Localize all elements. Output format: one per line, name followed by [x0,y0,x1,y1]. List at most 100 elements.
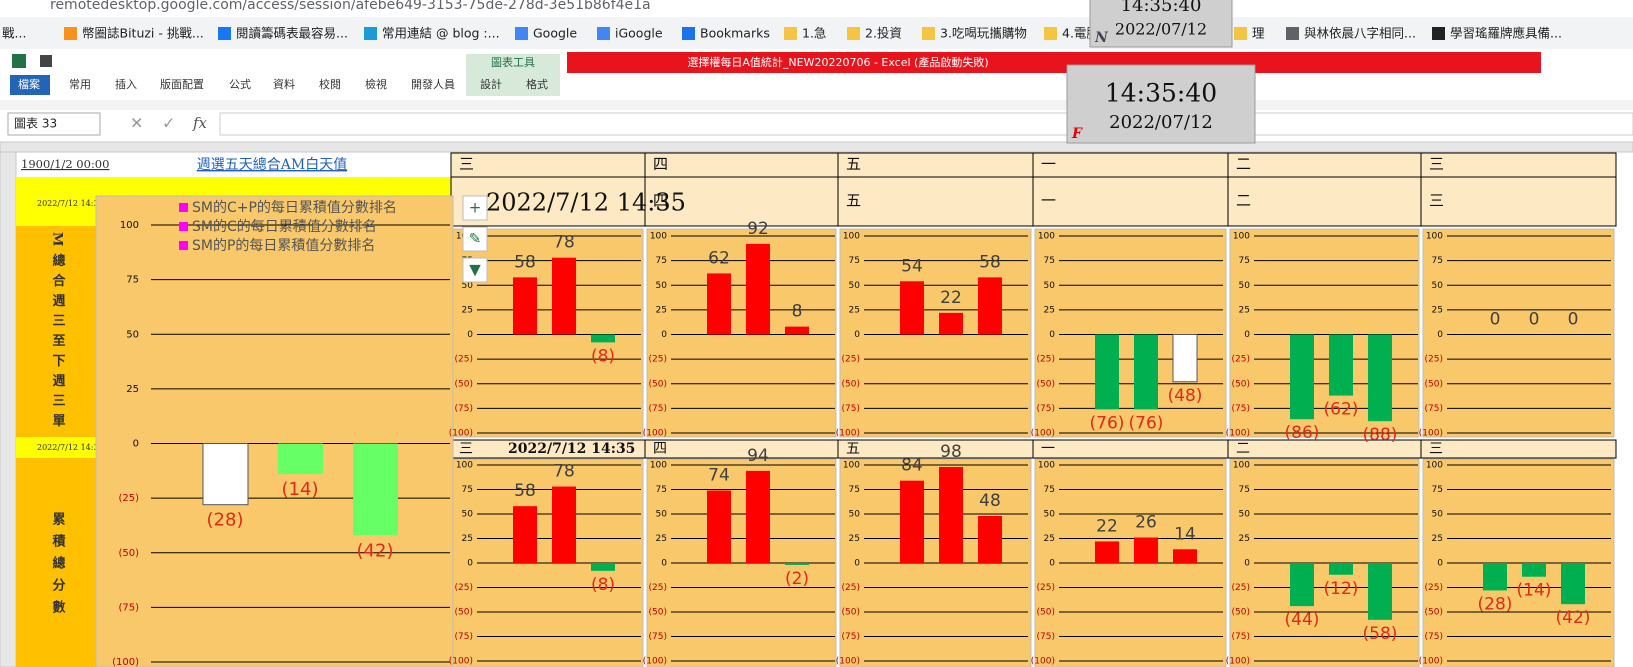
y-tick-label: (100) [112,657,139,667]
data-label: (28) [207,510,244,531]
clock-time: 14:35:40 [1121,0,1202,16]
data-label: (44) [1285,610,1320,630]
y-tick-label: 0 [133,439,139,450]
bookmark[interactable]: 1.急 [802,26,826,41]
y-tick-label: 100 [1426,232,1443,242]
bookmark[interactable]: 理 [1252,26,1265,41]
ribbon-tab[interactable]: 格式 [526,77,548,91]
y-tick-label: 25 [656,534,667,544]
bar [900,281,924,335]
bar [591,563,615,571]
y-tick-label: (25) [842,355,860,365]
bookmark[interactable]: 常用連結 @ blog :... [382,26,500,41]
mini-chart-area[interactable] [1422,228,1615,438]
y-tick-label: (50) [1037,379,1055,389]
bar [513,506,537,563]
data-label: (28) [1478,594,1513,614]
bookmark[interactable]: 戰... [2,26,26,41]
data-label: (76) [1129,413,1164,433]
ribbon-tab[interactable]: 常用 [69,78,91,91]
y-tick-label: 0 [1437,559,1443,569]
y-tick-label: (100) [1226,429,1250,439]
y-tick-label: (25) [1037,583,1055,593]
y-tick-label: (75) [649,632,667,642]
header-cell [1032,152,1229,178]
bookmark[interactable]: 3.吃喝玩攜購物 [940,26,1027,41]
bookmark-icon [784,27,797,40]
y-tick-label: 25 [1239,534,1250,544]
y-tick-label: 75 [1432,256,1443,266]
ribbon-tab[interactable]: 校閱 [319,77,341,91]
ribbon-tab[interactable]: 設計 [480,77,502,91]
header-text: 三 [1429,192,1444,210]
url[interactable]: remotedesktop.google.com/access/session/… [50,0,651,13]
chart-tool-button[interactable] [462,226,488,252]
bar [1173,549,1197,563]
y-tick-label: (100) [449,657,473,667]
data-label: (42) [357,540,394,561]
bookmark[interactable]: 閱讀籌碼表最容易... [236,26,348,41]
y-tick-label: (100) [1031,429,1055,439]
bookmark[interactable]: 2.投資 [865,26,902,41]
header-text: 四 [653,192,668,210]
data-label: 78 [553,462,575,482]
data-label: 74 [708,465,730,485]
y-tick-label: 75 [1432,485,1443,495]
chart-tool-button[interactable] [462,195,488,221]
qa-excel-icon [12,54,26,68]
y-tick-label: (75) [455,632,473,642]
header-stamp-big: 2022/7/12 14:35 [486,189,686,217]
ribbon-tab[interactable]: 公式 [229,78,251,91]
chart-tool-button[interactable] [462,257,488,283]
y-tick-label: (75) [1037,632,1055,642]
legend-marker [179,203,188,212]
bar [785,563,809,565]
y-tick-label: (75) [1425,632,1443,642]
name-box[interactable] [7,112,101,136]
bar [939,312,963,335]
bookmark[interactable]: Bookmarks [700,26,770,41]
ribbon-sep [0,100,1633,110]
ribbon-tab[interactable]: 插入 [115,77,137,91]
bookmark[interactable]: iGoogle [615,26,663,41]
data-label: (42) [1556,608,1591,628]
ribbon-tab[interactable]: 版面配置 [160,77,204,91]
y-tick-label: 100 [1038,232,1055,242]
ribbon-tab[interactable]: 檢視 [365,77,387,91]
ribbon-tab[interactable]: 檔案 [18,77,40,91]
header-cell [837,176,1034,227]
data-label: 0 [1568,310,1579,330]
y-tick-label: (50) [455,379,473,389]
y-tick-label: 100 [1233,232,1250,242]
y-tick-label: 0 [1244,330,1250,340]
bookmark[interactable]: Google [533,26,577,41]
bookmark[interactable]: 與林依晨八字相同... [1304,26,1416,41]
y-tick-label: (25) [649,583,667,593]
data-label: (86) [1285,423,1320,443]
clock-widget [1066,64,1256,144]
ribbon-tab[interactable]: 資料 [273,77,295,91]
y-tick-label: 0 [854,330,860,340]
bar [1134,537,1158,563]
fx-icon[interactable]: fx [192,114,208,132]
mini-chart-area[interactable] [1034,228,1227,438]
header-cell [1032,439,1229,459]
bookmark[interactable]: 幣圈誌Bituzi - 挑戰... [82,26,204,41]
bar [1095,541,1119,563]
bar [1522,563,1546,577]
clock-badge: N [1094,30,1109,46]
y-tick-label: (100) [836,429,860,439]
header-cell [644,152,839,178]
clock-date: 2022/07/12 [1109,112,1213,133]
main-chart-area[interactable] [95,195,454,667]
y-tick-label: 25 [656,305,667,315]
clock-time: 14:35:40 [1105,79,1217,108]
ribbon-tab[interactable]: 開發人員 [411,77,455,91]
data-label: (76) [1090,413,1125,433]
bookmark[interactable]: 學習瑤羅牌應具備... [1450,26,1562,41]
y-tick-label: (75) [1232,632,1250,642]
formula-input[interactable] [219,112,1633,136]
file-tab[interactable] [10,75,50,95]
chart-tool-icon: ▼ [469,261,481,279]
label-bottom: 累積總分數 [50,511,67,622]
